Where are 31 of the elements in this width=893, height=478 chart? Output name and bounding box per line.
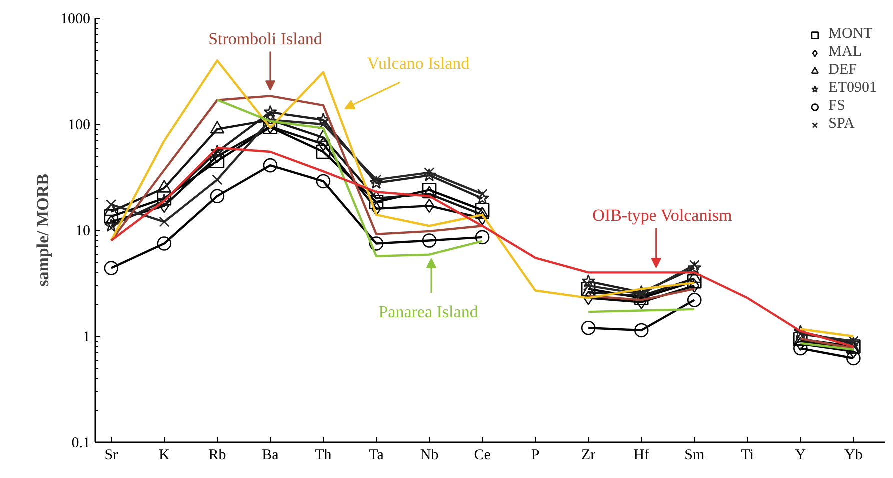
x-tick-label: Ce [474, 448, 492, 464]
text: Vulcano Island [367, 54, 470, 73]
y-axis-title: sample/ MORB [34, 174, 52, 287]
x-tick-label: Sr [104, 448, 118, 464]
y-tick-label: 0.1 [72, 436, 90, 452]
x-tick-label: Sm [684, 448, 705, 464]
text: Panarea Island [378, 302, 479, 322]
x-tick-label: Yb [844, 448, 863, 464]
x-tick-label: Ta [369, 448, 384, 464]
y-tick-label: 10 [76, 224, 90, 240]
x-tick-label: Y [795, 448, 806, 464]
legend-label: MAL [828, 44, 862, 61]
x-tick-label: Zr [582, 448, 596, 464]
y-tick-label: 100 [68, 118, 90, 134]
x-tick-label: K [159, 448, 170, 464]
x-tick-label: Th [315, 448, 332, 464]
legend-label: SPA [828, 116, 855, 133]
legend-label: FS [828, 98, 846, 115]
x-tick-label: P [531, 448, 540, 464]
text: Stromboli Island [208, 30, 323, 49]
legend-label: DEF [828, 62, 858, 79]
legend-label: MONT [828, 26, 873, 43]
x-tick-label: Hf [634, 448, 650, 464]
y-tick-label: 1000 [60, 12, 90, 28]
x-tick-label: Ba [262, 448, 280, 464]
legend-label: ET0901 [828, 80, 877, 97]
x-tick-label: Rb [208, 448, 226, 464]
y-tick-label: 1 [83, 330, 90, 346]
x-tick-label: Ti [741, 448, 754, 464]
text: OIB-type Volcanism [592, 206, 732, 226]
x-tick-label: Nb [420, 448, 439, 464]
